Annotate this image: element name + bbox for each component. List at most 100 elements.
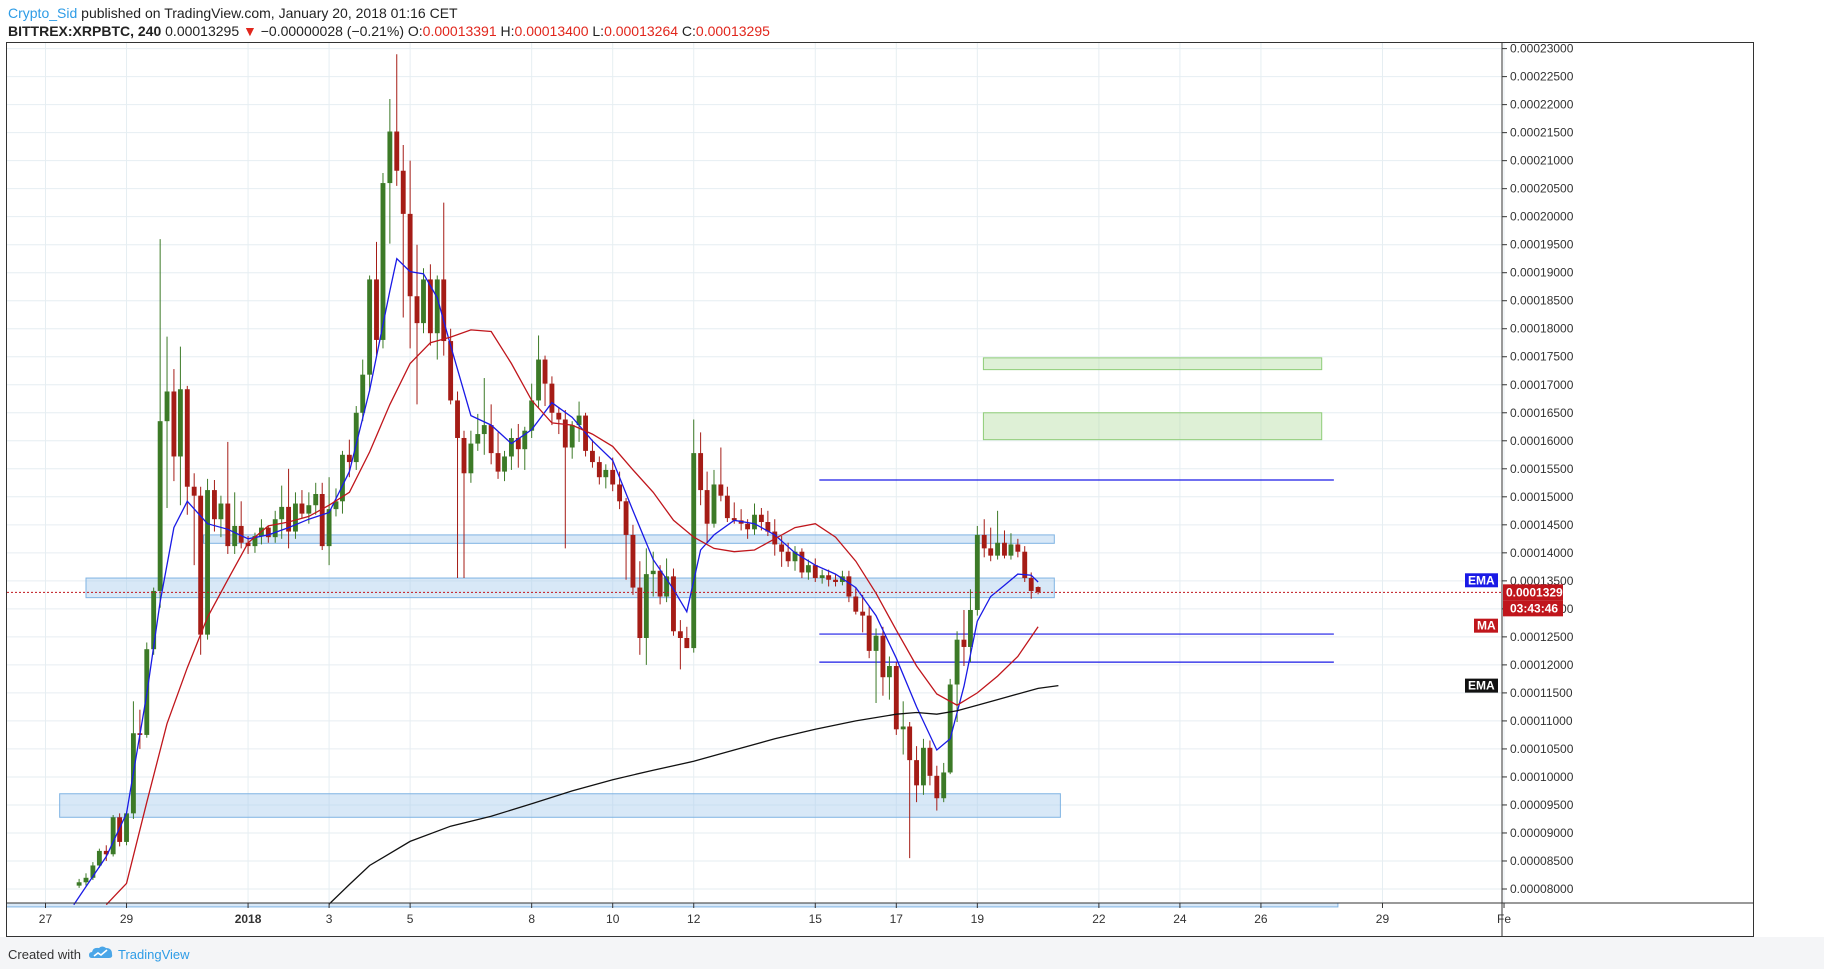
y-tick-label: 0.00017000: [1510, 378, 1574, 392]
y-tick-label: 0.00022500: [1510, 70, 1574, 84]
candle-down: [988, 548, 994, 556]
candle-up: [252, 536, 258, 547]
candle-down: [590, 450, 595, 463]
y-tick-label: 0.00021500: [1510, 126, 1574, 140]
candle-down: [441, 279, 447, 342]
candle-down: [461, 437, 467, 474]
author-link[interactable]: Crypto_Sid: [8, 5, 78, 21]
candle-up: [232, 525, 238, 547]
candle-down: [374, 279, 379, 340]
x-tick-label: 22: [1092, 912, 1106, 926]
candle-up: [326, 509, 332, 547]
open-value: 0.00013391: [422, 23, 497, 39]
candle-down: [731, 518, 737, 521]
low-value: 0.00013264: [604, 23, 679, 39]
symbol-label: BITTREX:XRPBTC, 240: [8, 23, 162, 39]
candle-down: [880, 635, 886, 678]
candle-up: [360, 374, 366, 413]
candle-up: [805, 565, 811, 573]
last-price: 0.00013295: [165, 23, 240, 39]
candle-up: [900, 726, 906, 730]
indicator-line-ema-0: [73, 257, 1039, 906]
candle-down: [677, 631, 683, 638]
series-tag-label: EMA: [1468, 679, 1495, 693]
grid: [7, 43, 1505, 903]
candle-down: [286, 506, 292, 532]
candle-down: [562, 419, 568, 448]
tradingview-cloud-icon: [89, 946, 113, 958]
candle-down: [684, 637, 690, 649]
candle-down: [779, 544, 785, 552]
candle-down: [718, 484, 724, 496]
candle-down: [1015, 544, 1021, 552]
x-tick-label: 26: [1254, 912, 1268, 926]
candle-down: [1022, 551, 1028, 579]
candle-down: [1002, 542, 1007, 556]
chart-pane[interactable]: 0.00023000 0.00022500 0.00022000 0.00021500…: [6, 42, 1754, 937]
candle-up: [752, 514, 757, 530]
series-tag-label: EMA: [1468, 573, 1495, 587]
candle-down: [198, 495, 204, 635]
candle-down: [961, 639, 967, 647]
high-value: 0.00013400: [514, 23, 589, 39]
y-tick-label: 0.00014000: [1510, 546, 1574, 560]
candle-up: [529, 400, 535, 431]
candle-up: [974, 534, 980, 610]
x-tick-label: 24: [1173, 912, 1187, 926]
support-zone: [202, 534, 1055, 544]
y-tick-label: 0.00019000: [1510, 266, 1574, 280]
price-chart[interactable]: 0.00023000 0.00022500 0.00022000 0.00021500…: [7, 43, 1753, 936]
tradingview-link[interactable]: TradingView: [118, 947, 190, 962]
candle-up: [1008, 544, 1014, 556]
publish-line: Crypto_Sid published on TradingView.com,…: [8, 4, 770, 22]
zones: [7, 357, 1339, 908]
candle-down: [414, 296, 420, 324]
close-value: 0.00013295: [695, 23, 770, 39]
candle-down: [448, 341, 454, 401]
time-axis[interactable]: 27 29 2018 3 5 8 10 12 15 17 19 22 24 26 29 Fe: [7, 902, 1753, 926]
candle-down: [853, 596, 859, 612]
y-tick-label: 0.00015500: [1510, 462, 1574, 476]
y-tick-label: 0.00020500: [1510, 182, 1574, 196]
candle-down: [907, 726, 913, 761]
candle-up: [96, 850, 102, 866]
candle-up: [481, 425, 487, 435]
candle-up: [177, 389, 183, 457]
candle-down: [515, 437, 521, 450]
candle-up: [90, 865, 96, 878]
price-axis[interactable]: 0.00023000 0.00022500 0.00022000 0.00021500…: [1501, 43, 1574, 936]
candle-down: [617, 484, 623, 502]
target-zone: [982, 412, 1323, 441]
candle-down: [765, 522, 771, 532]
candle-up: [603, 469, 609, 478]
y-tick-label: 0.00018500: [1510, 294, 1574, 308]
candle-up: [536, 359, 541, 401]
y-tick-label: 0.00015000: [1510, 490, 1574, 504]
price-tag-label: 0.00013295: [1506, 585, 1570, 599]
x-tick-label: 10: [606, 912, 620, 926]
y-tick-label: 0.00010000: [1510, 770, 1574, 784]
x-tick-label: 3: [326, 912, 333, 926]
candle-up: [947, 684, 953, 773]
candle-up: [468, 443, 474, 474]
candle-up: [502, 456, 507, 472]
candle-down: [1035, 587, 1041, 593]
candle-down: [407, 213, 413, 297]
candle-down: [637, 587, 643, 638]
y-tick-label: 0.00012000: [1510, 658, 1574, 672]
series-tag: [1474, 618, 1498, 633]
candle-up: [151, 590, 157, 650]
candle-up: [819, 575, 825, 579]
candle-up: [954, 639, 960, 685]
series-tag-label: MA: [1477, 619, 1496, 633]
down-arrow-icon: ▼: [243, 23, 257, 39]
candle-up: [569, 425, 575, 448]
timer-tag-label: 03:43:46: [1510, 601, 1558, 615]
candle-up: [941, 772, 947, 799]
low-label: L:: [592, 23, 605, 39]
y-tick-label: 0.00016000: [1510, 434, 1574, 448]
candle-up: [664, 576, 670, 597]
candle-down: [488, 425, 494, 454]
candle-down: [1028, 578, 1034, 591]
candle-down: [245, 542, 251, 547]
